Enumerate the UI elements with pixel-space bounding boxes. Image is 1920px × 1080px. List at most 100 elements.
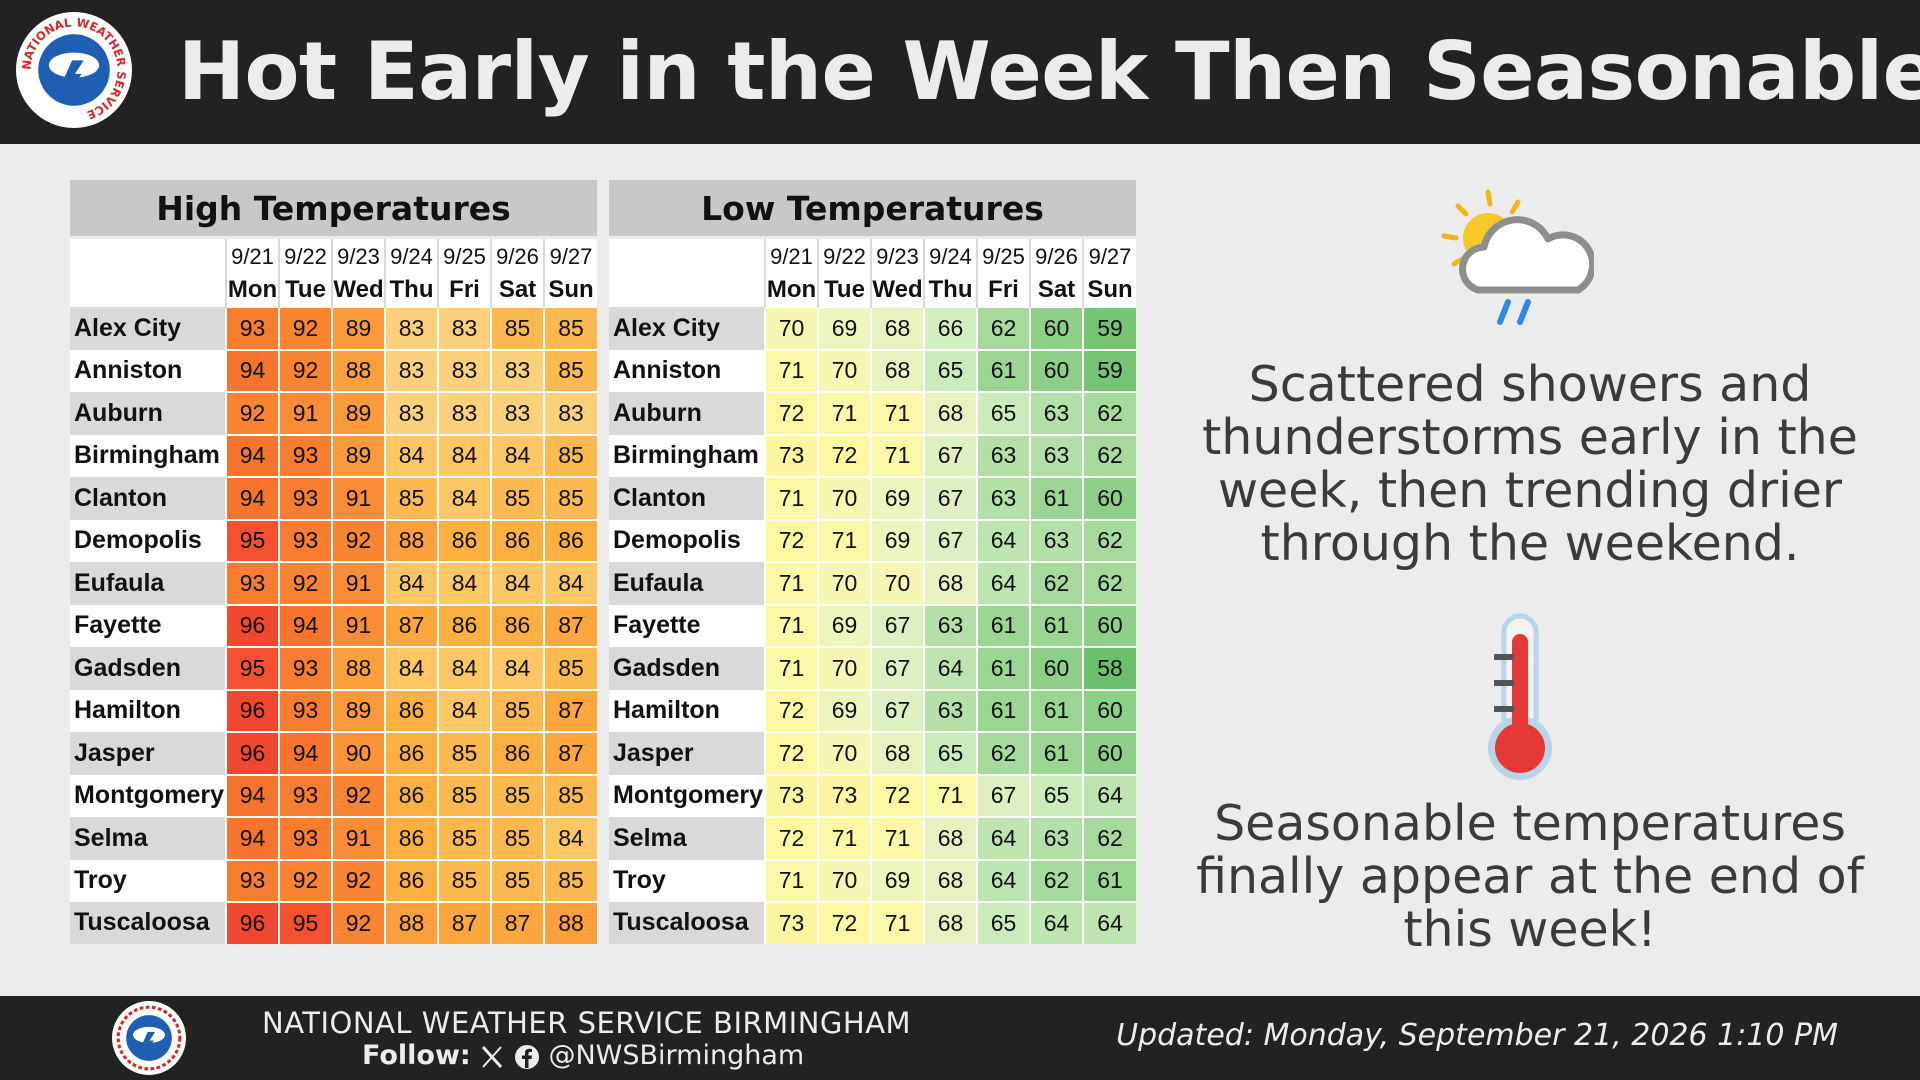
table-row: Selma 72 71 71 68 64 63 62 [609,816,1136,860]
table-title: High Temperatures [70,180,597,236]
table-title: Low Temperatures [609,180,1136,236]
temperature-cell: 67 [976,773,1030,817]
temperature-cell: 60 [1082,476,1136,520]
temperature-cell: 71 [817,518,871,562]
temperature-cell: 90 [331,731,385,775]
city-name: Montgomery [609,774,765,817]
temperature-cell: 65 [1029,773,1083,817]
nws-logo-icon [113,1002,185,1074]
day-header: 9/22 Tue [278,239,332,307]
city-name: Montgomery [70,774,226,817]
temperature-cell: 87 [384,603,438,647]
header-bar: NATIONAL WEATHER SERVICE Hot Early in th… [0,0,1920,144]
temperature-cell: 96 [225,731,279,775]
temperature-cell: 96 [225,603,279,647]
temperature-cell: 85 [490,688,544,732]
date-label: 9/23 [337,244,380,269]
temperature-cell: 94 [225,773,279,817]
temperature-cell: 61 [1029,688,1083,732]
table-row: Troy 71 70 69 68 64 62 61 [609,858,1136,902]
table-row: Alex City 93 92 89 83 83 85 85 [70,306,597,350]
table-row: Jasper 72 70 68 65 62 61 60 [609,731,1136,775]
city-name: Gadsden [70,647,226,690]
temperature-cell: 93 [278,816,332,860]
temperature-cell: 87 [543,731,597,775]
temperature-cell: 91 [278,391,332,435]
temperature-cell: 61 [976,646,1030,690]
temperature-cell: 71 [817,816,871,860]
temperature-cell: 85 [437,731,491,775]
temperature-cell: 85 [490,306,544,350]
weekday-label: Sat [1037,276,1076,303]
high-temperatures-table: High Temperatures 9/21 Mon 9/22 Tue 9/23 Wed 9… [70,180,597,944]
temperature-cell: 71 [764,348,818,392]
table-row: Jasper 96 94 90 86 85 86 87 [70,731,597,775]
temperature-cell: 60 [1029,646,1083,690]
temperature-cell: 63 [1029,391,1083,435]
table-row: Auburn 72 71 71 68 65 63 62 [609,391,1136,435]
temperature-cell: 85 [543,348,597,392]
temperature-cell: 66 [923,306,977,350]
city-name: Auburn [70,392,226,435]
temperature-cell: 93 [278,476,332,520]
temperature-cell: 83 [490,391,544,435]
day-header: 9/21 Mon [764,239,818,307]
city-name: Clanton [609,477,765,520]
temperature-cell: 84 [437,476,491,520]
temperature-cell: 94 [225,348,279,392]
temperature-cell: 87 [543,688,597,732]
table-row: Tuscaloosa 96 95 92 88 87 87 88 [70,901,597,944]
date-label: 9/21 [231,244,274,269]
city-name: Tuscaloosa [70,902,226,944]
facebook-icon[interactable] [514,1044,540,1070]
social-handle[interactable]: @NWSBirmingham [548,1040,805,1071]
temperature-cell: 86 [384,688,438,732]
temperature-cell: 61 [1029,731,1083,775]
temperature-cell: 88 [384,901,438,944]
temperature-cell: 62 [1029,561,1083,605]
temperature-cell: 63 [1029,816,1083,860]
temperature-cell: 61 [1029,603,1083,647]
temperature-cell: 92 [225,391,279,435]
temperature-cell: 70 [764,306,818,350]
temperature-cell: 69 [817,688,871,732]
temperature-cell: 86 [490,603,544,647]
temperature-cell: 72 [764,391,818,435]
day-header: 9/24 Thu [384,239,438,307]
temperature-cell: 85 [543,306,597,350]
temperature-cell: 61 [1082,858,1136,902]
temperature-cell: 72 [764,731,818,775]
temperature-cell: 72 [870,773,924,817]
temperature-cell: 62 [976,731,1030,775]
temperature-cell: 93 [278,518,332,562]
table-row: Gadsden 95 93 88 84 84 84 85 [70,646,597,690]
temperature-cell: 67 [870,603,924,647]
temperature-cell: 91 [331,476,385,520]
temperature-cell: 92 [331,518,385,562]
temperature-cell: 69 [870,858,924,902]
temperature-cell: 68 [923,561,977,605]
temperature-cell: 88 [331,646,385,690]
temperature-cell: 63 [923,603,977,647]
city-name: Alex City [70,307,226,350]
temperature-cell: 86 [384,773,438,817]
table-row: Clanton 71 70 69 67 63 61 60 [609,476,1136,520]
temperature-cell: 87 [437,901,491,944]
temperature-cell: 85 [490,858,544,902]
temperature-cell: 92 [278,561,332,605]
table-row: Demopolis 95 93 92 88 86 86 86 [70,518,597,562]
x-icon[interactable] [479,1044,505,1070]
temperature-cell: 83 [437,348,491,392]
table-row: Troy 93 92 92 86 85 85 85 [70,858,597,902]
city-name: Troy [70,859,226,902]
temperature-cell: 68 [923,816,977,860]
city-name: Demopolis [609,519,765,562]
city-name: Birmingham [609,434,765,477]
temperature-cell: 92 [278,348,332,392]
temperature-cell: 64 [976,561,1030,605]
temperature-cell: 64 [1082,773,1136,817]
temperature-cell: 86 [543,518,597,562]
table-row: Hamilton 96 93 89 86 84 85 87 [70,688,597,732]
temperature-cell: 61 [1029,476,1083,520]
temperature-cell: 67 [923,518,977,562]
